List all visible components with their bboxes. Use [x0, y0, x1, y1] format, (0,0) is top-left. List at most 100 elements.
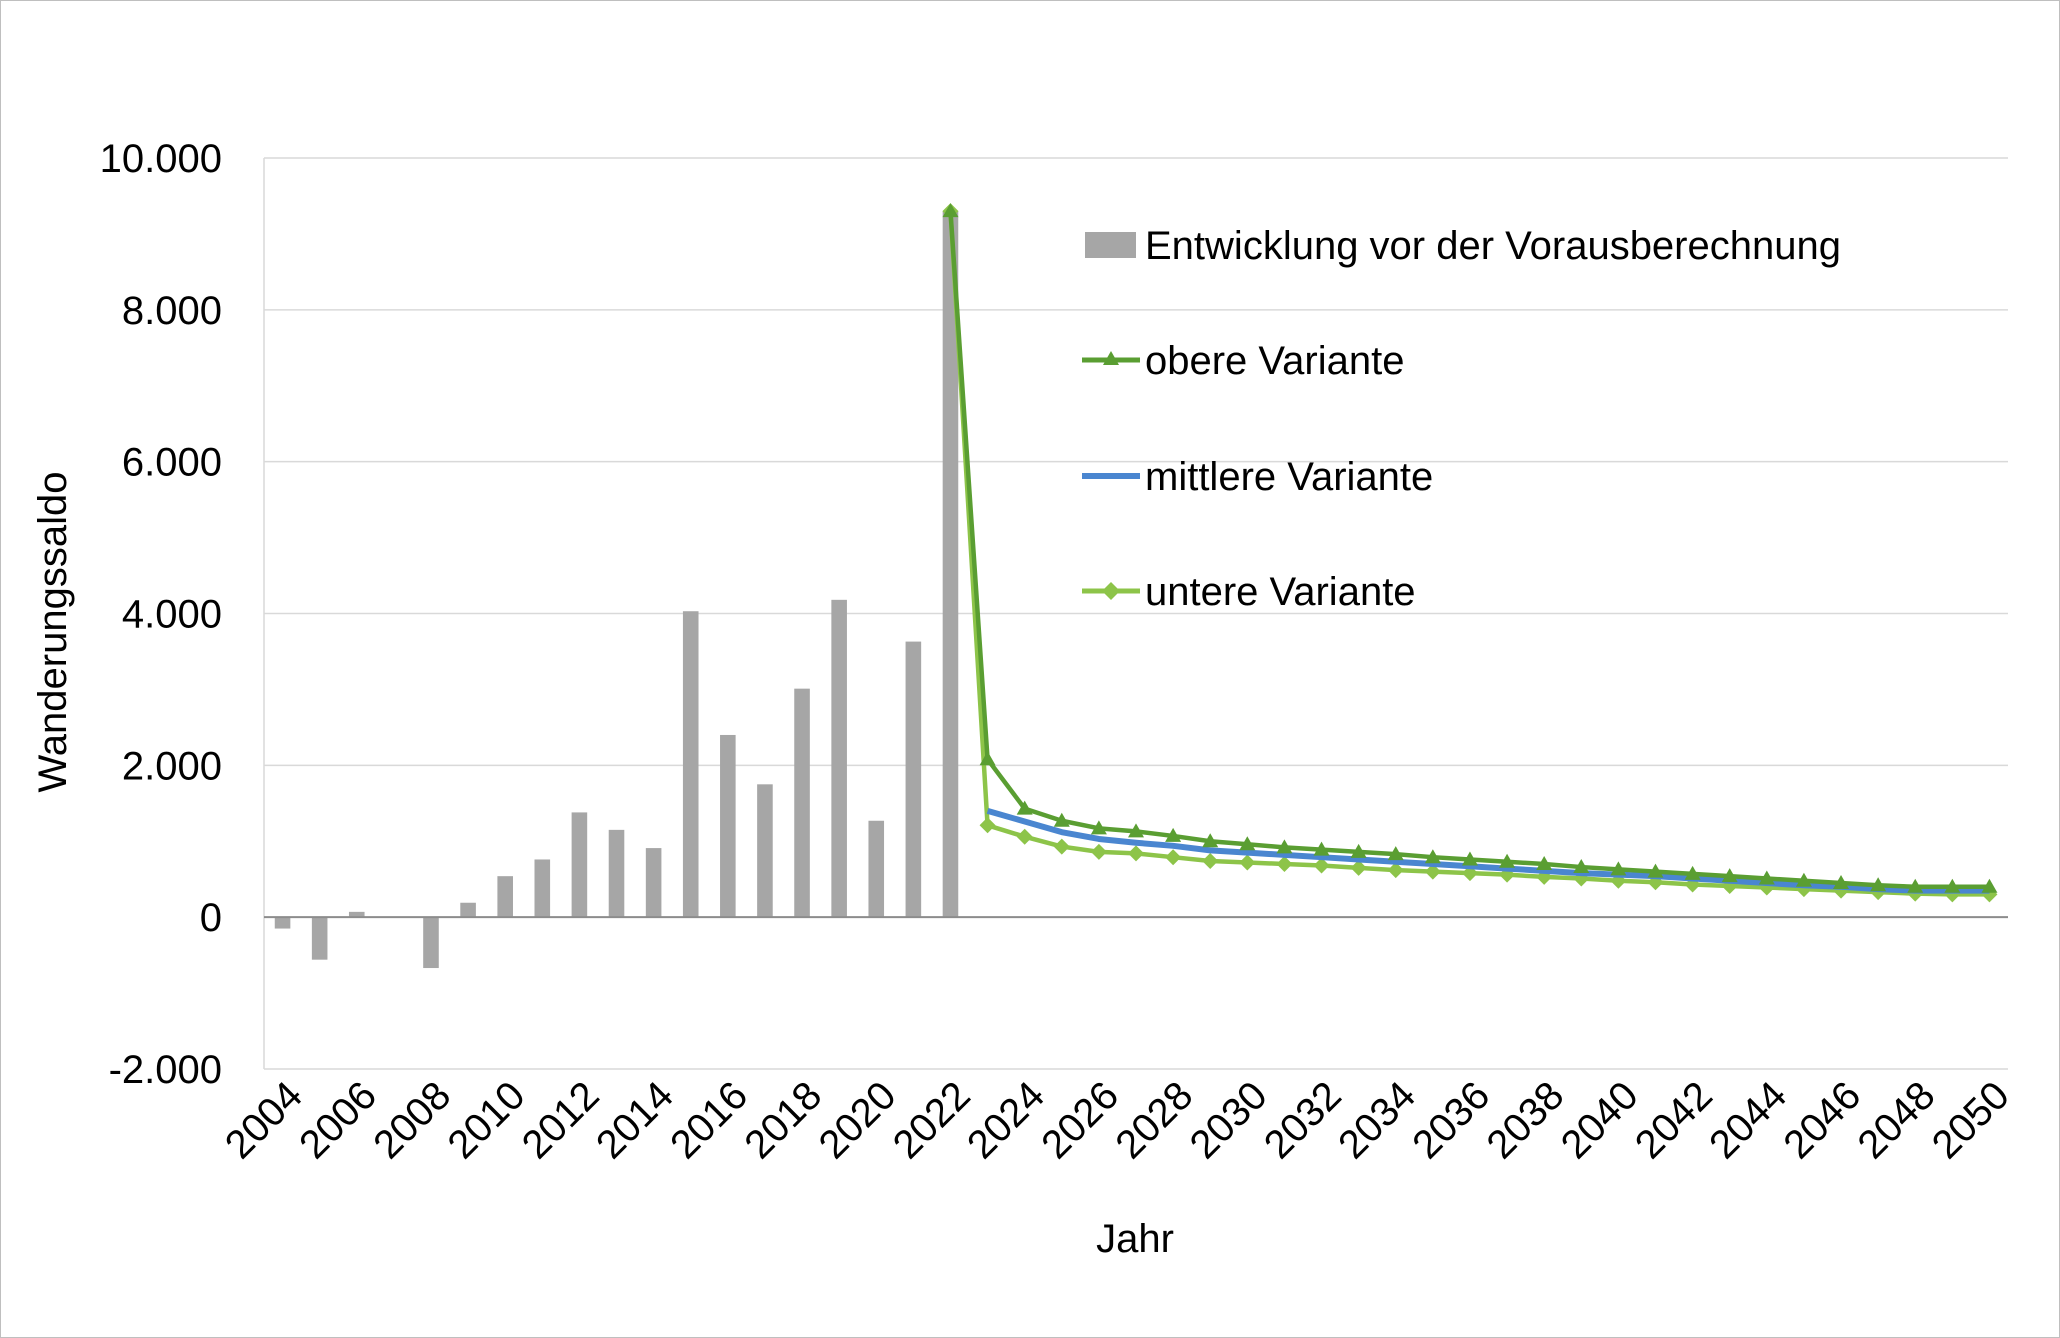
- series-line: [948, 210, 1990, 890]
- data-point: [979, 751, 996, 766]
- data-point: [1016, 828, 1033, 845]
- gridlines: [263, 157, 2008, 1070]
- x-tick-label: 2040: [1553, 1073, 1647, 1167]
- data-point: [1276, 839, 1293, 854]
- bar: [757, 784, 773, 918]
- data-point: [1536, 856, 1553, 871]
- bar: [311, 917, 328, 960]
- data-point: [1387, 862, 1404, 879]
- x-tick-label: 2022: [885, 1073, 979, 1167]
- bars: [274, 211, 959, 969]
- bar: [682, 611, 699, 918]
- y-tick-label: 10.000: [100, 137, 222, 181]
- x-tick-label: 2046: [1775, 1073, 1869, 1167]
- bar: [608, 829, 625, 918]
- x-tick-label: 2008: [365, 1073, 459, 1167]
- x-tick-label: 2048: [1850, 1073, 1944, 1167]
- x-tick-label: 2010: [440, 1073, 534, 1167]
- series-lines: [942, 203, 1998, 903]
- data-point: [942, 203, 959, 218]
- data-point: [1313, 841, 1330, 856]
- x-tick-label: 2012: [514, 1073, 608, 1167]
- bar: [868, 820, 885, 918]
- x-tick-label: 2036: [1404, 1073, 1498, 1167]
- legend-label-obere: obere Variante: [1145, 339, 1404, 383]
- data-point: [1461, 851, 1478, 866]
- series-line: [948, 211, 1990, 897]
- legend-label-bars: Entwicklung vor der Vorausberechnung: [1145, 224, 1841, 268]
- y-tick-label: -2.000: [109, 1048, 222, 1092]
- data-point: [1053, 838, 1070, 855]
- data-point: [1424, 863, 1441, 880]
- data-point: [1573, 859, 1590, 874]
- data-point: [1128, 823, 1144, 838]
- data-point: [1313, 857, 1330, 874]
- x-tick-label: 2014: [588, 1073, 682, 1167]
- data-point: [1239, 836, 1256, 851]
- x-tick-label: 2034: [1330, 1073, 1424, 1167]
- data-point: [1944, 878, 1961, 893]
- data-point: [1165, 849, 1182, 866]
- y-tick-label: 8.000: [122, 289, 222, 333]
- legend-label-mittlere: mittlere Variante: [1145, 455, 1433, 499]
- x-tick-label: 2006: [291, 1073, 385, 1167]
- x-tick-label: 2044: [1701, 1073, 1795, 1167]
- bar: [794, 688, 810, 918]
- bar: [497, 876, 513, 918]
- x-tick-labels: 2004200620082010201220142016201820202022…: [217, 1073, 2018, 1167]
- x-tick-label: 2050: [1924, 1073, 2018, 1167]
- data-point: [1016, 800, 1033, 815]
- data-point: [1907, 878, 1924, 893]
- data-point: [1165, 827, 1182, 842]
- x-tick-label: 2016: [662, 1073, 756, 1167]
- bar: [423, 917, 439, 969]
- data-point: [1276, 856, 1293, 873]
- y-tick-labels: -2.000 0 2.000 4.000 6.000 8.000 10.000: [100, 137, 222, 1092]
- data-point: [1758, 870, 1775, 885]
- bar: [942, 211, 959, 918]
- legend-marker-obere: [1103, 351, 1119, 365]
- data-point: [1350, 859, 1367, 876]
- data-point: [1870, 877, 1887, 892]
- bar: [460, 902, 476, 918]
- data-point: [1684, 865, 1701, 880]
- bar: [720, 734, 736, 918]
- bar: [534, 859, 551, 918]
- y-tick-label: 6.000: [122, 441, 222, 485]
- y-tick-label: 4.000: [122, 593, 222, 637]
- x-tick-label: 2020: [811, 1073, 905, 1167]
- data-point: [1202, 852, 1219, 869]
- legend-label-untere: untere Variante: [1145, 570, 1416, 614]
- y-tick-label: 0: [200, 896, 222, 940]
- data-point: [1202, 833, 1219, 848]
- bar: [274, 917, 291, 929]
- legend-swatch-bars: [1085, 232, 1136, 258]
- series-line: [986, 807, 1990, 894]
- x-tick-label: 2024: [959, 1073, 1053, 1167]
- data-point: [1053, 812, 1070, 827]
- bar: [571, 812, 588, 918]
- data-point: [1499, 853, 1516, 868]
- x-axis-title: Jahr: [1096, 1217, 1174, 1261]
- data-point: [979, 817, 996, 834]
- bar: [905, 641, 922, 918]
- data-point: [1424, 849, 1441, 864]
- data-point: [1090, 820, 1107, 835]
- data-point: [1795, 872, 1812, 887]
- data-point: [1647, 863, 1664, 878]
- data-point: [1610, 861, 1627, 876]
- data-point: [1387, 846, 1404, 861]
- bar: [348, 911, 365, 918]
- data-point: [1128, 845, 1144, 862]
- x-tick-label: 2042: [1627, 1073, 1721, 1167]
- x-tick-label: 2032: [1256, 1073, 1350, 1167]
- data-point: [1090, 843, 1107, 860]
- x-tick-label: 2018: [736, 1073, 830, 1167]
- legend: Entwicklung vor der Vorausberechnung obe…: [1082, 224, 1841, 614]
- x-tick-label: 2026: [1033, 1073, 1127, 1167]
- x-tick-label: 2028: [1107, 1073, 1201, 1167]
- x-tick-label: 2038: [1479, 1073, 1573, 1167]
- bar: [831, 599, 847, 918]
